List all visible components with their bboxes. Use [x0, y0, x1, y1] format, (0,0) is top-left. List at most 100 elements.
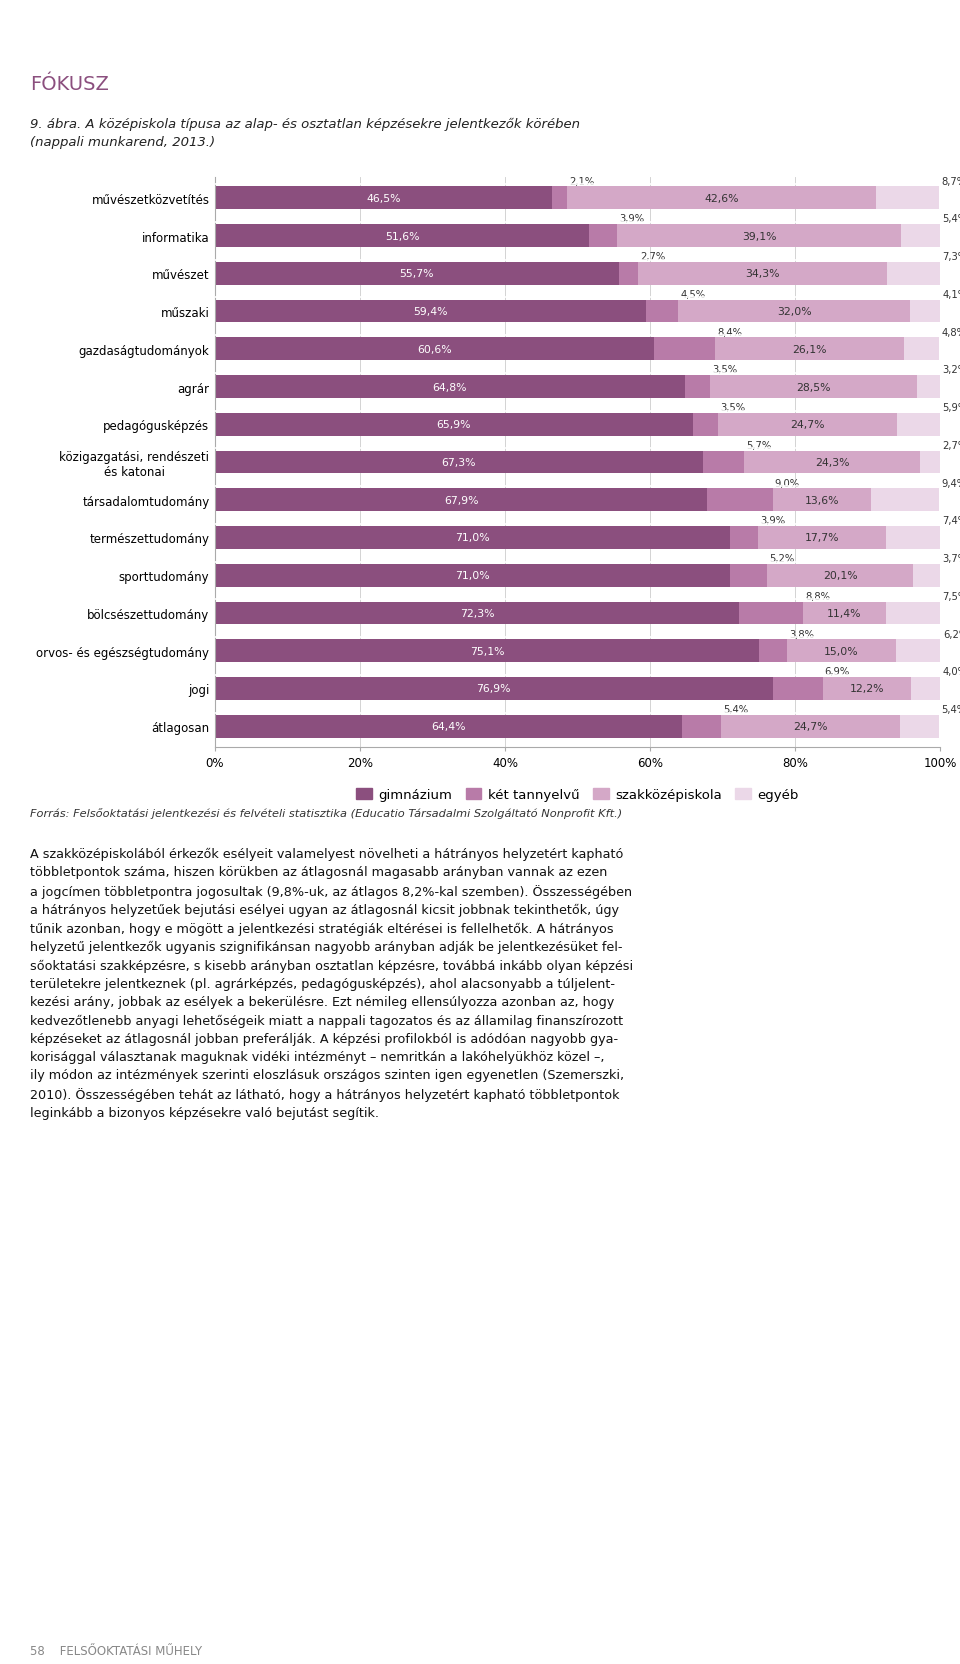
Bar: [910, 301, 940, 323]
Bar: [710, 376, 917, 399]
Text: 71,0%: 71,0%: [455, 532, 490, 542]
Bar: [823, 677, 911, 701]
Bar: [215, 376, 684, 399]
Bar: [215, 451, 703, 474]
Bar: [917, 376, 940, 399]
Text: 3,2%: 3,2%: [942, 364, 960, 374]
Text: 6,2%: 6,2%: [943, 629, 960, 639]
Text: 2,1%: 2,1%: [569, 176, 595, 186]
Text: 6,9%: 6,9%: [825, 667, 850, 677]
Bar: [215, 564, 730, 587]
Text: 3,9%: 3,9%: [760, 516, 785, 526]
Text: 8,4%: 8,4%: [717, 328, 742, 338]
Text: 5,7%: 5,7%: [747, 441, 772, 451]
Text: 60,6%: 60,6%: [418, 344, 452, 354]
Bar: [215, 225, 589, 248]
Text: 64,8%: 64,8%: [433, 383, 468, 393]
Text: 5,4%: 5,4%: [942, 706, 960, 716]
Text: 12,2%: 12,2%: [850, 684, 884, 694]
Text: 2,7%: 2,7%: [942, 441, 960, 451]
Bar: [767, 564, 913, 587]
Text: 9,0%: 9,0%: [775, 478, 800, 488]
Bar: [617, 225, 900, 248]
Bar: [739, 602, 803, 626]
Bar: [215, 716, 682, 739]
Text: 26,1%: 26,1%: [793, 344, 828, 354]
Text: 20,1%: 20,1%: [823, 571, 857, 581]
Bar: [567, 188, 876, 210]
Text: 24,7%: 24,7%: [793, 722, 828, 732]
Text: 3,5%: 3,5%: [712, 364, 737, 374]
Legend: gimnázium, két tannyelvű, szakközépiskola, egyéb: gimnázium, két tannyelvű, szakközépiskol…: [350, 782, 804, 807]
Text: 24,7%: 24,7%: [790, 419, 825, 429]
Text: 3,7%: 3,7%: [942, 554, 960, 564]
Text: 58    FELSŐOKTATÁSI MŰHELY: 58 FELSŐOKTATÁSI MŰHELY: [30, 1644, 203, 1657]
Text: 8,8%: 8,8%: [805, 592, 830, 602]
Bar: [215, 602, 739, 626]
Text: A szakközépiskolából érkezők esélyeit valamelyest növelheti a hátrányos helyzeté: A szakközépiskolából érkezők esélyeit va…: [30, 847, 634, 1120]
Bar: [730, 564, 767, 587]
Bar: [215, 338, 655, 361]
Bar: [215, 263, 619, 286]
Text: 65,9%: 65,9%: [437, 419, 471, 429]
Text: 24,3%: 24,3%: [815, 458, 850, 468]
Bar: [886, 527, 940, 549]
Bar: [638, 263, 887, 286]
Bar: [887, 263, 940, 286]
Bar: [215, 641, 759, 662]
Bar: [215, 188, 552, 210]
Bar: [773, 489, 871, 513]
Text: 15,0%: 15,0%: [824, 646, 858, 656]
Text: Forrás: Felsőoktatási jelentkezési és felvételi statisztika (Educatio Társadalmi: Forrás: Felsőoktatási jelentkezési és fe…: [30, 807, 622, 819]
Text: 17,7%: 17,7%: [804, 532, 839, 542]
Text: 28,5%: 28,5%: [796, 383, 830, 393]
Text: 34,3%: 34,3%: [746, 270, 780, 280]
Text: 3,9%: 3,9%: [619, 215, 645, 225]
Bar: [913, 564, 940, 587]
Text: 4,8%: 4,8%: [942, 328, 960, 338]
Text: 55,7%: 55,7%: [399, 270, 434, 280]
Bar: [655, 338, 715, 361]
Bar: [773, 677, 823, 701]
Bar: [215, 677, 773, 701]
Text: 5,2%: 5,2%: [770, 554, 795, 564]
Text: 32,0%: 32,0%: [777, 306, 811, 316]
Bar: [900, 716, 939, 739]
Bar: [715, 338, 904, 361]
Text: 4,0%: 4,0%: [942, 667, 960, 677]
Text: 4,5%: 4,5%: [681, 290, 706, 300]
Bar: [708, 489, 773, 513]
Bar: [896, 641, 941, 662]
Bar: [900, 225, 940, 248]
Bar: [758, 527, 886, 549]
Text: 2,7%: 2,7%: [640, 251, 666, 261]
Text: 67,3%: 67,3%: [442, 458, 476, 468]
Bar: [693, 414, 718, 436]
Bar: [876, 188, 939, 210]
Text: 9. ábra. A középiskola típusa az alap- és osztatlan képzésekre jelentkezők köréb: 9. ábra. A középiskola típusa az alap- é…: [30, 118, 580, 148]
Bar: [552, 188, 567, 210]
Bar: [911, 677, 940, 701]
Text: 42,6%: 42,6%: [705, 193, 739, 203]
Bar: [703, 451, 744, 474]
Bar: [682, 716, 721, 739]
Bar: [718, 414, 898, 436]
Text: 7,4%: 7,4%: [942, 516, 960, 526]
Bar: [721, 716, 900, 739]
Text: 4,1%: 4,1%: [942, 290, 960, 300]
Text: 11,4%: 11,4%: [828, 609, 861, 619]
Text: 5,9%: 5,9%: [942, 403, 960, 413]
Text: 5,4%: 5,4%: [723, 706, 749, 716]
Text: 76,9%: 76,9%: [476, 684, 511, 694]
Bar: [679, 301, 910, 323]
Text: 3,8%: 3,8%: [789, 629, 814, 639]
Bar: [619, 263, 638, 286]
Text: 51,6%: 51,6%: [385, 231, 420, 241]
Text: 13,6%: 13,6%: [804, 496, 839, 506]
Bar: [898, 414, 940, 436]
Text: 59,4%: 59,4%: [413, 306, 447, 316]
Bar: [744, 451, 921, 474]
Bar: [730, 527, 758, 549]
Text: 5,4%: 5,4%: [942, 215, 960, 225]
Bar: [787, 641, 896, 662]
